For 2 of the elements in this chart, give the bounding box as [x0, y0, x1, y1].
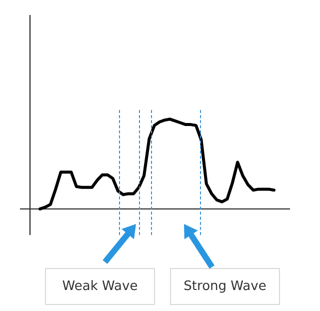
text: Strong Wave [170, 268, 280, 305]
text: Weak Wave [45, 268, 155, 305]
